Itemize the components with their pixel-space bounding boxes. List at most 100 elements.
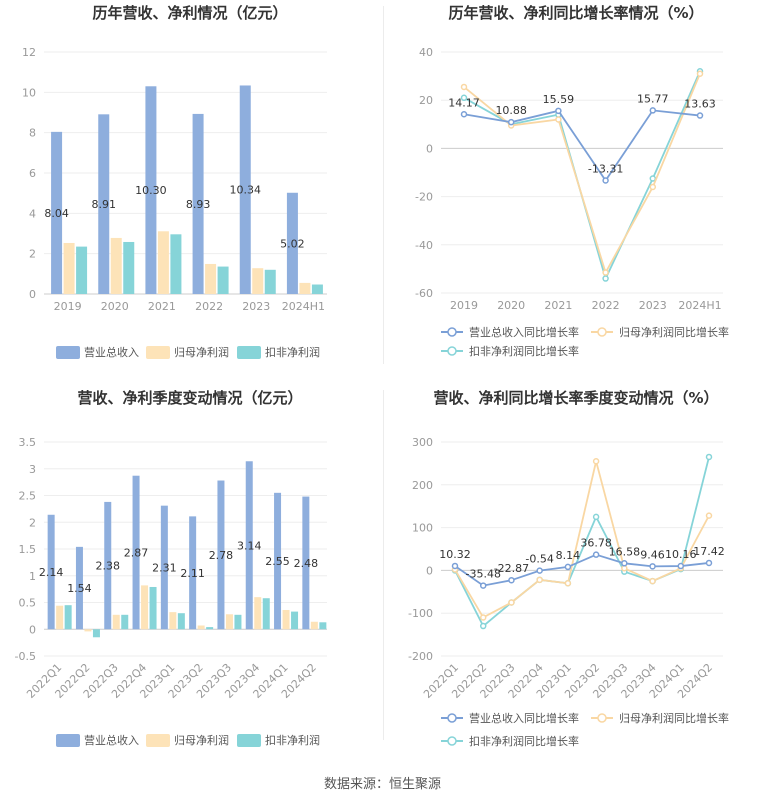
point-2020-s0 (507, 118, 515, 126)
bar-2022Q4-s0 (132, 475, 140, 630)
point-2023Q1-s0 (564, 563, 572, 571)
data-label: 2.14 (39, 566, 64, 579)
point-2023-s2 (649, 175, 657, 182)
legend-swatch (56, 734, 80, 747)
data-label: 10.32 (439, 548, 471, 561)
data-label: 8.04 (44, 207, 69, 220)
y-tick-label: 0 (29, 623, 36, 636)
bar-2023Q2-s2 (206, 627, 214, 630)
bar-2021-s0 (145, 86, 157, 295)
point-2023-s0 (649, 107, 657, 114)
bar-2022Q2-s0 (75, 546, 83, 630)
bar-2022Q1-s1 (56, 605, 64, 630)
bar-2023Q1-s1 (169, 612, 177, 630)
legend-marker (447, 713, 457, 723)
series-line-1 (463, 73, 701, 275)
x-tick-label: 2021 (148, 300, 176, 313)
bar-2023Q4-s2 (262, 598, 270, 630)
chart-title: 营收、净利季度变动情况（亿元） (77, 389, 302, 407)
bar-2023-s1 (252, 268, 264, 294)
bar-2022Q1-s0 (47, 514, 55, 630)
legend-marker (447, 736, 457, 746)
chart-title: 历年营收、净利情况（亿元） (92, 4, 287, 22)
quarterly-growth-rate-chart: 营收、净利同比增长率季度变动情况（%）-200-1000100200300202… (408, 389, 729, 748)
legend-label: 归母净利润 (174, 345, 229, 359)
data-label: 15.59 (543, 93, 575, 106)
bar-2023-s0 (239, 85, 251, 294)
chart-title: 营收、净利同比增长率季度变动情况（%） (433, 389, 718, 407)
point-2019-s0 (460, 111, 468, 118)
legend-label: 归母净利润同比增长率 (619, 325, 729, 339)
y-tick-label: 2 (29, 248, 36, 261)
point-2023Q4-s0 (649, 563, 656, 570)
bar-2022-s2 (217, 266, 229, 294)
x-tick-label: 2023 (242, 300, 270, 313)
data-label: 3.14 (237, 539, 262, 552)
legend-swatch (56, 346, 80, 359)
bar-2024Q2-s1 (310, 621, 318, 630)
data-label: 13.63 (684, 98, 716, 111)
y-tick-label: 100 (412, 522, 433, 535)
y-tick-label: 3 (29, 463, 36, 476)
x-tick-label: 2022 (195, 300, 223, 313)
chart-title: 历年营收、净利同比增长率情况（%） (448, 4, 703, 22)
data-label: 10.30 (135, 184, 167, 197)
bar-2024Q2-s0 (302, 496, 310, 630)
data-label: -0.54 (525, 553, 553, 566)
bar-2022Q2-s1 (84, 629, 92, 632)
bar-2024H1-s0 (286, 192, 298, 294)
bar-2024Q1-s1 (282, 609, 290, 630)
bar-2022-s0 (192, 113, 204, 294)
annual-revenue-profit-chart: 历年营收、净利情况（亿元） 0 2 4 6 8 10 12 2019 2020 2021 2022 20… (22, 4, 327, 359)
data-label: 36.78 (580, 537, 612, 550)
bar-2023Q1-s0 (160, 505, 168, 630)
y-tick-label: -200 (408, 650, 433, 663)
point-2024Q2-s0 (705, 559, 713, 567)
point-2023Q2-s1 (592, 458, 600, 465)
point-2022-s0 (602, 177, 609, 184)
bar-2022Q2-s2 (92, 629, 100, 638)
legend-label: 扣非净利润同比增长率 (469, 734, 579, 748)
bar-2022Q3-s2 (121, 614, 129, 630)
legend-swatch (237, 346, 261, 359)
bar-2023Q2-s0 (189, 516, 197, 630)
point-2023Q4-s1 (649, 577, 656, 585)
data-label: 2.48 (294, 557, 319, 570)
quarterly-revenue-profit-chart: 营收、净利季度变动情况（亿元）-0.500.511.522.533.52022Q… (15, 389, 327, 747)
panel-divider-bottom (383, 390, 384, 740)
y-tick-label: 0 (426, 564, 433, 577)
legend-label: 扣非净利润 (265, 733, 320, 747)
data-label: -13.31 (588, 162, 623, 175)
point-2022Q3-s1 (508, 599, 515, 606)
legend-swatch (146, 346, 170, 359)
bar-2023Q3-s0 (217, 480, 225, 630)
series-line-0 (454, 553, 710, 587)
data-label: -35.48 (465, 568, 500, 581)
bar-2023Q1-s2 (177, 613, 185, 630)
y-tick-label: -60 (415, 287, 433, 300)
y-tick-label: 2.5 (19, 490, 37, 503)
bar-2019-s1 (63, 242, 75, 294)
annual-growth-rate-chart: 历年营收、净利同比增长率情况（%） -60 -40 -20 0 20 40 2019 2020 2… (415, 4, 729, 358)
bar-2024Q1-s0 (274, 492, 282, 630)
y-tick-label: -0.5 (15, 650, 36, 663)
y-tick-label: 2 (29, 516, 36, 529)
data-label: 10.16 (665, 548, 697, 561)
bar-2021-s1 (157, 231, 169, 294)
legend-marker (597, 713, 607, 723)
x-tick-label: 2020 (497, 299, 525, 312)
data-label: 8.14 (556, 549, 581, 562)
point-2024H1-s1 (696, 70, 704, 77)
panel-divider-top (383, 6, 384, 364)
bar-2020-s0 (98, 114, 110, 294)
bar-2024Q1-s2 (291, 611, 299, 630)
series-line-0 (463, 109, 701, 183)
bar-2023Q3-s1 (225, 614, 233, 630)
point-2024Q2-s2 (705, 453, 713, 461)
y-tick-label: 20 (419, 94, 433, 107)
point-2023Q2-s0 (592, 551, 600, 558)
bar-2023Q2-s1 (197, 625, 205, 630)
bar-2024H1-s1 (299, 282, 311, 294)
data-label: 2.38 (96, 560, 121, 573)
y-tick-label: 0 (426, 142, 433, 155)
